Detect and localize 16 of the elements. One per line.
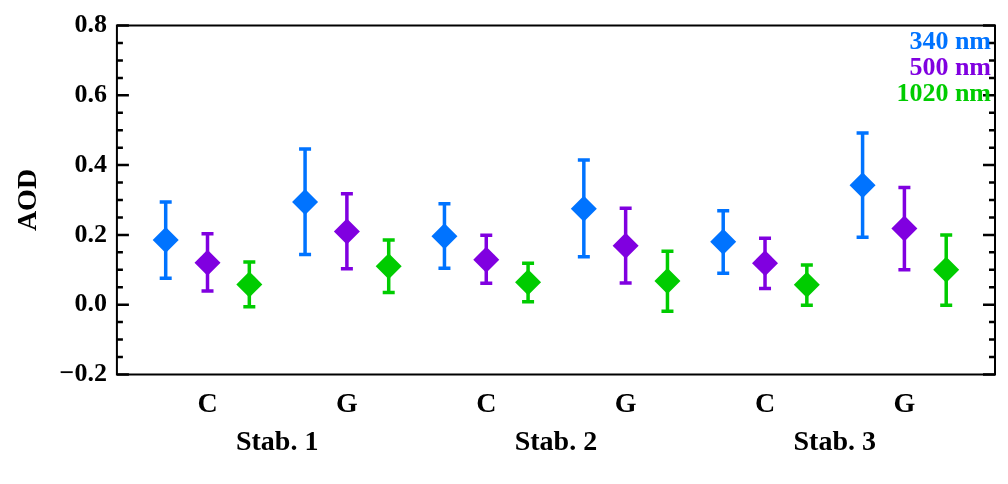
x-tick-label: C [197,387,218,419]
x-tick-label: G [336,387,358,419]
y-tick-label: 0.6 [74,79,107,109]
x-tick-label: G [893,387,916,419]
y-tick-label: 0.0 [74,288,107,318]
text: Stab. 1 [235,424,319,456]
y-tick-label: 0.4 [74,148,107,178]
y-tick-label: 0.2 [74,218,107,248]
text: Stab. 2 [514,424,598,456]
y-axis-title: AOD [11,168,43,232]
x-tick-label: C [754,387,776,419]
x-tick-label: C [476,387,497,419]
text: Stab. 3 [793,424,876,456]
y-tick-label: −0.2 [59,358,107,388]
x-tick-label: G [614,387,637,419]
y-tick-label: 0.8 [74,9,107,39]
